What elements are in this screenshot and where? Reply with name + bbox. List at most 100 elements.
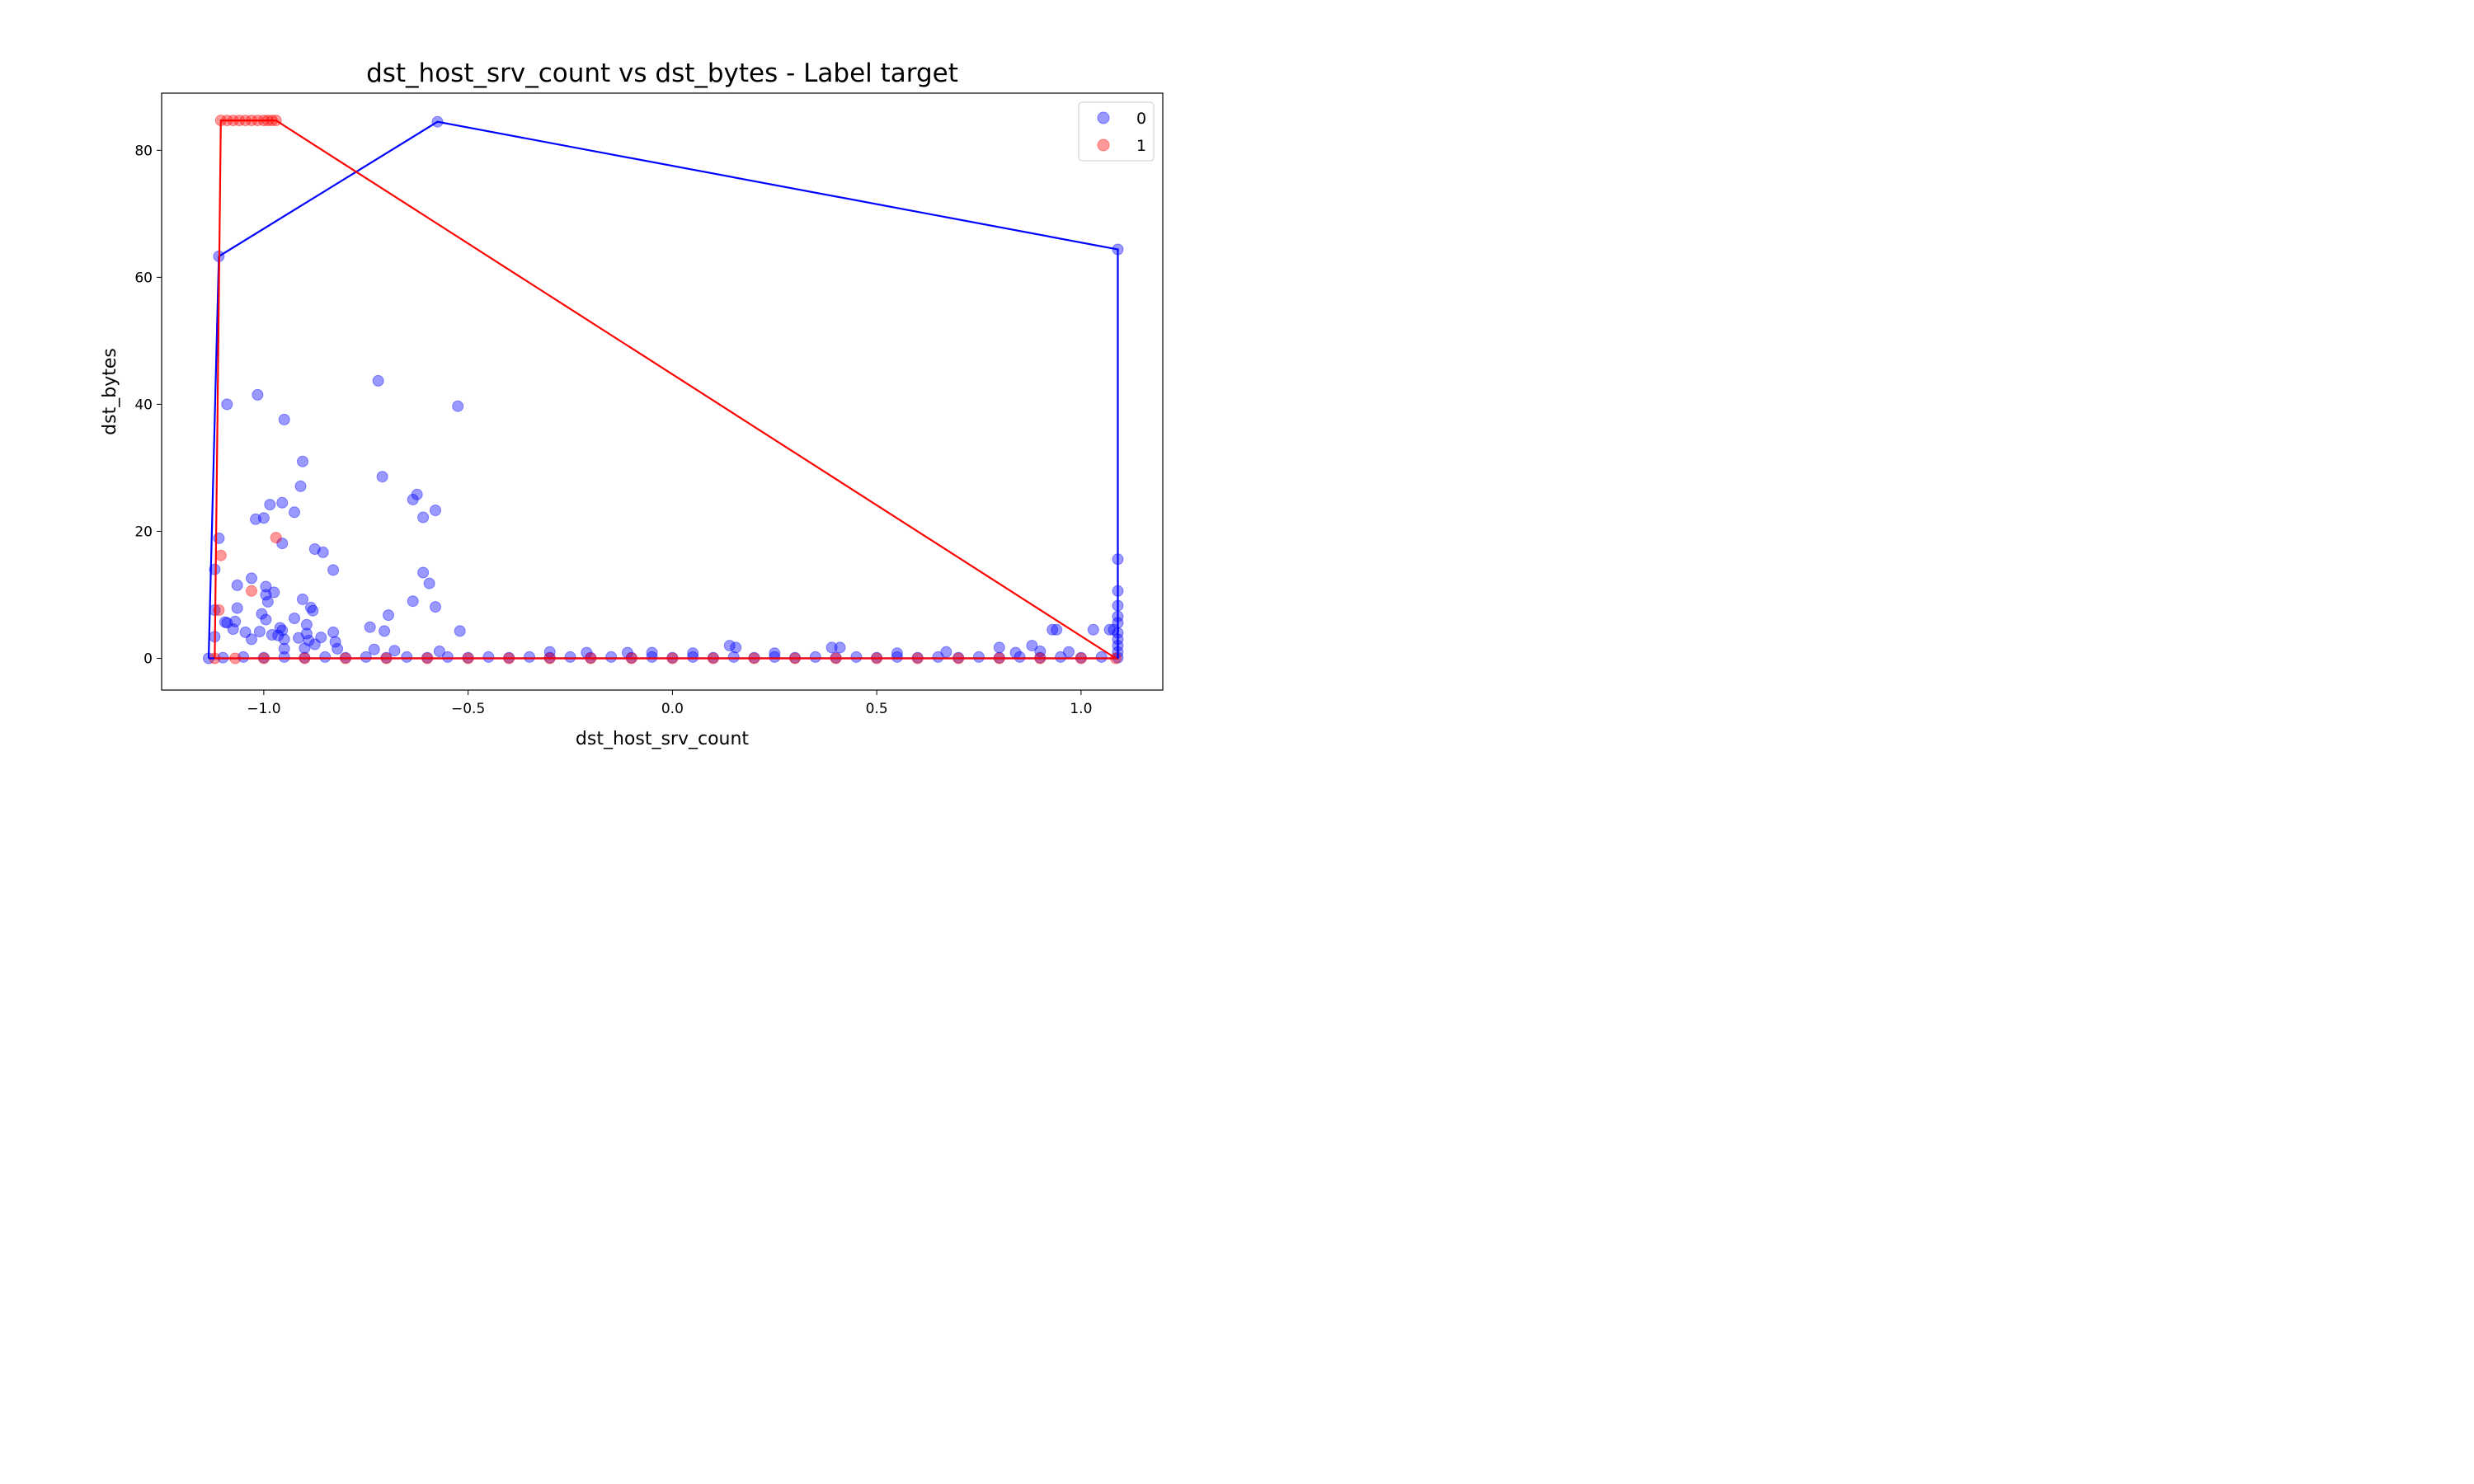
data-point: [213, 532, 225, 544]
data-point: [297, 593, 308, 605]
data-point: [417, 511, 430, 524]
data-point: [221, 617, 233, 629]
data-point: [250, 513, 261, 525]
legend: 0 1: [1078, 101, 1155, 162]
data-point: [246, 585, 257, 597]
data-point: [278, 633, 290, 646]
data-point: [1087, 623, 1099, 636]
data-point: [276, 538, 289, 550]
data-point: [261, 595, 274, 608]
data-point: [297, 455, 308, 467]
data-point: [276, 496, 289, 509]
data-point: [730, 641, 742, 654]
data-point: [379, 625, 391, 637]
data-point: [825, 641, 838, 654]
data-point: [364, 621, 376, 633]
data-point: [231, 579, 243, 591]
legend-label-1: 1: [1136, 137, 1146, 155]
data-point: [1103, 623, 1116, 636]
data-point: [383, 609, 394, 622]
data-point: [834, 641, 846, 654]
data-point: [214, 549, 227, 561]
data-point: [388, 645, 401, 657]
x-tick-label: 0.5: [866, 701, 888, 717]
data-point: [430, 601, 441, 613]
data-point: [687, 650, 699, 663]
data-point: [646, 650, 658, 663]
data-point: [543, 646, 556, 658]
y-tick-label: 20: [134, 524, 153, 540]
data-point: [327, 626, 340, 638]
data-point: [1055, 650, 1067, 663]
x-tick-label: 0.0: [661, 701, 684, 717]
plot-area: [203, 115, 1124, 665]
legend-label-0: 0: [1136, 110, 1146, 128]
x-tick-label: 1.0: [1070, 701, 1092, 717]
data-point: [360, 650, 372, 663]
data-point: [308, 543, 321, 555]
data-point: [401, 650, 413, 663]
data-point: [1051, 623, 1063, 636]
data-point: [246, 633, 257, 646]
legend-marker-1: [1097, 139, 1110, 152]
x-tick-label: −0.5: [451, 701, 485, 717]
data-point: [257, 512, 270, 524]
data-point: [209, 563, 221, 575]
data-point: [239, 626, 252, 638]
data-point: [264, 499, 276, 511]
data-point: [278, 413, 290, 425]
data-point: [452, 400, 464, 412]
chart-title: dst_host_srv_count vs dst_bytes - Label …: [366, 59, 958, 88]
data-point: [1063, 646, 1075, 658]
x-axis: −1.0 −0.5 0.0 0.5 1.0: [247, 690, 1092, 717]
data-point: [299, 642, 311, 655]
data-point: [1014, 650, 1026, 663]
y-axis: 0 20 40 60 80: [134, 143, 162, 667]
data-point: [1108, 623, 1120, 636]
data-point: [300, 627, 313, 640]
data-point: [368, 643, 380, 655]
data-point: [423, 577, 435, 589]
data-point: [246, 572, 257, 585]
data-point: [260, 580, 272, 593]
data-point: [270, 532, 282, 544]
data-point: [307, 604, 319, 617]
legend-marker-0: [1097, 111, 1110, 124]
x-axis-label: dst_host_srv_count: [576, 729, 750, 749]
data-point: [227, 623, 239, 636]
x-tick-label: −1.0: [247, 701, 280, 717]
data-point: [278, 650, 290, 663]
data-point: [1095, 650, 1108, 663]
figure-background: [0, 0, 1277, 766]
data-point: [1047, 623, 1059, 636]
data-point: [317, 546, 329, 558]
data-point: [809, 650, 821, 663]
data-point: [289, 506, 300, 519]
data-point: [417, 566, 430, 579]
data-point: [454, 625, 466, 637]
hull-line-1: [214, 120, 1119, 660]
data-point: [993, 641, 1005, 654]
chart-figure: dst_host_srv_count vs dst_bytes - Label …: [0, 0, 1277, 766]
y-tick-label: 80: [134, 143, 153, 159]
y-tick-label: 60: [134, 270, 153, 286]
data-point: [932, 650, 944, 663]
data-point: [252, 388, 264, 401]
y-axis-label: dst_bytes: [100, 348, 120, 435]
data-point: [524, 650, 535, 663]
data-point: [723, 640, 736, 652]
data-point: [229, 615, 242, 627]
data-point: [564, 650, 576, 663]
data-point: [300, 618, 313, 631]
data-point: [272, 629, 285, 641]
data-point: [268, 586, 280, 599]
data-point: [256, 608, 268, 620]
data-point: [238, 650, 250, 663]
data-point: [315, 632, 327, 644]
data-point: [266, 629, 278, 641]
legend-box: [1078, 101, 1155, 162]
data-point: [441, 650, 454, 663]
scatter-chart: dst_host_srv_count vs dst_bytes - Label …: [0, 0, 1277, 766]
data-point: [727, 650, 740, 663]
data-point: [294, 480, 307, 492]
